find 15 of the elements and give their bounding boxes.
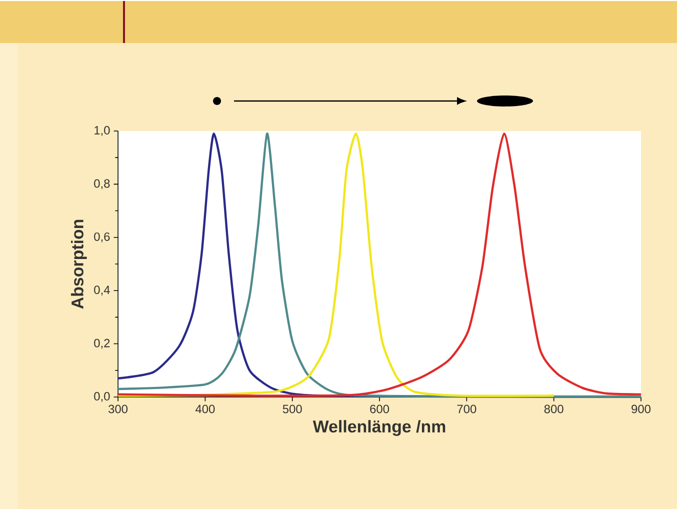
x-tick-label: 900	[632, 404, 651, 414]
x-tick-label: 800	[544, 404, 564, 414]
x-tick-label: 300	[108, 404, 128, 414]
y-tick-label: 0,2	[94, 338, 110, 349]
x-tick-label: 600	[370, 404, 390, 414]
y-tick-label: 0,8	[94, 179, 110, 190]
x-axis-title: Wellenlänge /nm	[312, 420, 446, 436]
x-tick-label: 400	[195, 404, 215, 414]
y-tick-label: 0,0	[94, 392, 110, 402]
x-tick-label: 700	[457, 404, 476, 414]
x-tick-label: 500	[282, 404, 302, 414]
y-axis-title: Absorption	[70, 220, 87, 309]
y-tick-label: 0,4	[94, 286, 110, 296]
y-tick-label: 1,0	[94, 126, 110, 136]
y-tick-label: 0,6	[94, 232, 110, 242]
